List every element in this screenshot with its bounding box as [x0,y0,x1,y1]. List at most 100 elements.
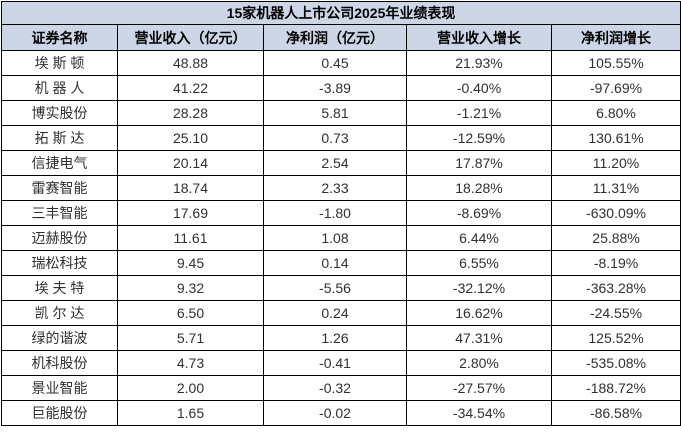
cell-profit-growth: 11.20% [550,150,681,176]
cell-profit-growth: 105.55% [550,50,681,76]
cell-revenue-growth: 18.28% [406,175,552,201]
cell-profit-growth: 25.88% [550,225,681,251]
cell-revenue: 17.69 [117,200,264,226]
table-row: 机 器 人 41.22 -3.89 -0.40% -97.69% [1,75,681,101]
cell-net-profit: 5.81 [263,100,407,126]
cell-name: 埃 夫 特 [1,275,118,301]
cell-revenue: 5.71 [117,325,264,351]
cell-revenue: 9.32 [117,275,264,301]
cell-net-profit: -5.56 [263,275,407,301]
column-header-net-profit: 净利润（亿元） [263,24,407,51]
cell-revenue: 48.88 [117,50,264,76]
table-row: 三丰智能 17.69 -1.80 -8.69% -630.09% [1,200,681,226]
cell-revenue-growth: 6.44% [406,225,552,251]
table-row: 拓 斯 达 25.10 0.73 -12.59% 130.61% [1,125,681,151]
cell-net-profit: -0.32 [263,375,407,401]
performance-table: 15家机器人上市公司2025年业绩表现 证券名称 营业收入（亿元） 净利润（亿元… [0,1,681,426]
cell-net-profit: -1.80 [263,200,407,226]
cell-profit-growth: -86.58% [550,400,681,426]
cell-net-profit: 0.73 [263,125,407,151]
cell-revenue-growth: -1.21% [406,100,552,126]
cell-name: 雷赛智能 [1,175,118,201]
cell-net-profit: 0.14 [263,250,407,276]
cell-revenue: 1.65 [117,400,264,426]
cell-net-profit: 2.33 [263,175,407,201]
cell-revenue: 9.45 [117,250,264,276]
cell-revenue-growth: 47.31% [406,325,552,351]
cell-name: 拓 斯 达 [1,125,118,151]
cell-profit-growth: -97.69% [550,75,681,101]
cell-name: 迈赫股份 [1,225,118,251]
column-header-profit-growth: 净利润增长 [550,24,681,51]
cell-name: 博实股份 [1,100,118,126]
cell-revenue: 25.10 [117,125,264,151]
cell-revenue: 41.22 [117,75,264,101]
cell-net-profit: 0.45 [263,50,407,76]
cell-net-profit: 0.24 [263,300,407,326]
column-header-row: 证券名称 营业收入（亿元） 净利润（亿元） 营业收入增长 净利润增长 [1,24,681,51]
cell-revenue: 20.14 [117,150,264,176]
table-row: 信捷电气 20.14 2.54 17.87% 11.20% [1,150,681,176]
cell-net-profit: 1.26 [263,325,407,351]
cell-profit-growth: 11.31% [550,175,681,201]
cell-net-profit: 2.54 [263,150,407,176]
cell-profit-growth: -8.19% [550,250,681,276]
cell-revenue-growth: 16.62% [406,300,552,326]
cell-name: 瑞松科技 [1,250,118,276]
table-body: 埃 斯 顿 48.88 0.45 21.93% 105.55% 机 器 人 41.22 -3.… [1,50,681,426]
cell-net-profit: -3.89 [263,75,407,101]
table-row: 迈赫股份 11.61 1.08 6.44% 25.88% [1,225,681,251]
cell-revenue-growth: -32.12% [406,275,552,301]
title-row: 15家机器人上市公司2025年业绩表现 [0,1,681,25]
table-row: 机科股份 4.73 -0.41 2.80% -535.08% [1,350,681,376]
cell-profit-growth: -188.72% [550,375,681,401]
table-row: 博实股份 28.28 5.81 -1.21% 6.80% [1,100,681,126]
cell-revenue-growth: -12.59% [406,125,552,151]
cell-revenue: 2.00 [117,375,264,401]
table-row: 绿的谐波 5.71 1.26 47.31% 125.52% [1,325,681,351]
cell-revenue: 6.50 [117,300,264,326]
table-row: 瑞松科技 9.45 0.14 6.55% -8.19% [1,250,681,276]
table-title: 15家机器人上市公司2025年业绩表现 [0,1,681,25]
cell-revenue: 28.28 [117,100,264,126]
table-row: 雷赛智能 18.74 2.33 18.28% 11.31% [1,175,681,201]
table-row: 埃 斯 顿 48.88 0.45 21.93% 105.55% [1,50,681,76]
cell-revenue: 4.73 [117,350,264,376]
cell-name: 三丰智能 [1,200,118,226]
cell-profit-growth: 125.52% [550,325,681,351]
cell-profit-growth: -630.09% [550,200,681,226]
cell-revenue: 18.74 [117,175,264,201]
cell-profit-growth: -24.55% [550,300,681,326]
cell-name: 凯 尔 达 [1,300,118,326]
cell-name: 绿的谐波 [1,325,118,351]
cell-name: 机科股份 [1,350,118,376]
cell-revenue-growth: -34.54% [406,400,552,426]
cell-revenue-growth: 2.80% [406,350,552,376]
cell-revenue-growth: 6.55% [406,250,552,276]
cell-revenue-growth: -27.57% [406,375,552,401]
cell-profit-growth: 130.61% [550,125,681,151]
cell-name: 埃 斯 顿 [1,50,118,76]
cell-profit-growth: -535.08% [550,350,681,376]
cell-profit-growth: 6.80% [550,100,681,126]
cell-name: 巨能股份 [1,400,118,426]
cell-revenue-growth: -8.69% [406,200,552,226]
cell-profit-growth: -363.28% [550,275,681,301]
cell-net-profit: -0.41 [263,350,407,376]
cell-revenue-growth: 17.87% [406,150,552,176]
table-row: 埃 夫 特 9.32 -5.56 -32.12% -363.28% [1,275,681,301]
cell-net-profit: 1.08 [263,225,407,251]
cell-revenue-growth: -0.40% [406,75,552,101]
column-header-name: 证券名称 [1,24,118,51]
column-header-revenue: 营业收入（亿元） [117,24,264,51]
cell-name: 机 器 人 [1,75,118,101]
cell-revenue-growth: 21.93% [406,50,552,76]
column-header-revenue-growth: 营业收入增长 [406,24,552,51]
table-row: 巨能股份 1.65 -0.02 -34.54% -86.58% [1,400,681,426]
cell-net-profit: -0.02 [263,400,407,426]
table-row: 凯 尔 达 6.50 0.24 16.62% -24.55% [1,300,681,326]
table-row: 景业智能 2.00 -0.32 -27.57% -188.72% [1,375,681,401]
cell-revenue: 11.61 [117,225,264,251]
cell-name: 景业智能 [1,375,118,401]
